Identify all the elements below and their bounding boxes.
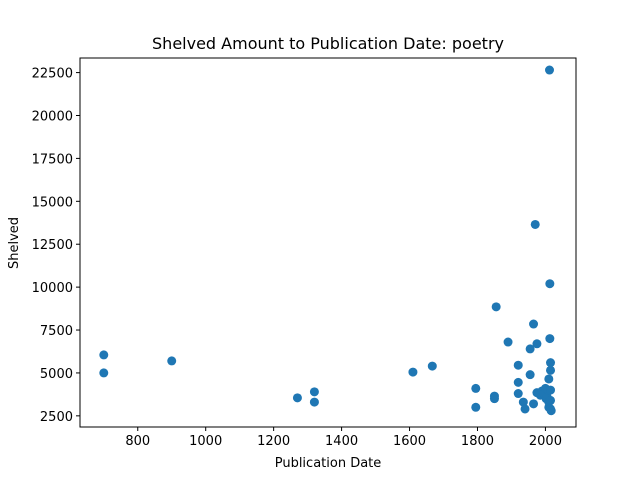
x-tick-label: 1200: [257, 434, 290, 449]
data-points: [99, 65, 556, 416]
data-point: [546, 395, 556, 405]
x-axis-label: Publication Date: [275, 456, 382, 471]
data-point: [427, 361, 437, 371]
x-tick-label: 1800: [461, 434, 494, 449]
data-point: [529, 319, 539, 329]
data-point: [471, 383, 481, 393]
data-point: [546, 358, 556, 368]
data-point: [513, 389, 523, 399]
y-axis-ticks: 2500 5000 7500 10000 12500 15000 17500 20000 225…: [32, 67, 80, 425]
data-point: [513, 360, 523, 370]
data-point: [99, 350, 109, 360]
y-tick-label: 2500: [40, 410, 73, 425]
data-point: [292, 393, 302, 403]
data-point: [503, 337, 513, 347]
data-point: [491, 302, 501, 312]
data-point: [471, 402, 481, 412]
data-point: [99, 368, 109, 378]
x-tick-label: 1000: [189, 434, 222, 449]
plot-frame: [79, 57, 577, 428]
y-tick-label: 12500: [32, 238, 73, 253]
y-tick-label: 17500: [32, 152, 73, 167]
y-tick-label: 7500: [40, 324, 73, 339]
x-tick-label: 1600: [393, 434, 426, 449]
data-point: [525, 344, 535, 354]
data-point: [545, 279, 555, 289]
y-tick-label: 5000: [40, 367, 73, 382]
data-point: [167, 356, 177, 366]
data-point: [544, 374, 554, 384]
data-point: [530, 219, 540, 229]
y-tick-label: 22500: [32, 67, 73, 82]
chart-title: Shelved Amount to Publication Date: poet…: [152, 34, 504, 53]
x-tick-label: 1400: [325, 434, 358, 449]
y-tick-label: 10000: [32, 281, 73, 296]
data-point: [546, 365, 556, 375]
x-axis-ticks: 800 1000 1200 1400 1600 1800 2000: [125, 427, 562, 449]
data-point: [309, 397, 319, 407]
x-tick-label: 2000: [529, 434, 562, 449]
data-point: [532, 339, 542, 349]
data-point: [489, 394, 499, 404]
data-point: [520, 404, 530, 414]
x-tick-label: 800: [125, 434, 150, 449]
data-point: [546, 385, 556, 395]
data-point: [408, 367, 418, 377]
data-point: [545, 65, 555, 75]
data-point: [513, 377, 523, 387]
data-point: [529, 399, 539, 409]
data-point: [309, 387, 319, 397]
y-tick-label: 20000: [32, 109, 73, 124]
data-point: [518, 397, 528, 407]
data-point: [525, 370, 535, 380]
data-point: [546, 406, 556, 416]
y-tick-label: 15000: [32, 195, 73, 210]
y-axis-label: Shelved: [7, 217, 22, 269]
data-point: [545, 334, 555, 344]
